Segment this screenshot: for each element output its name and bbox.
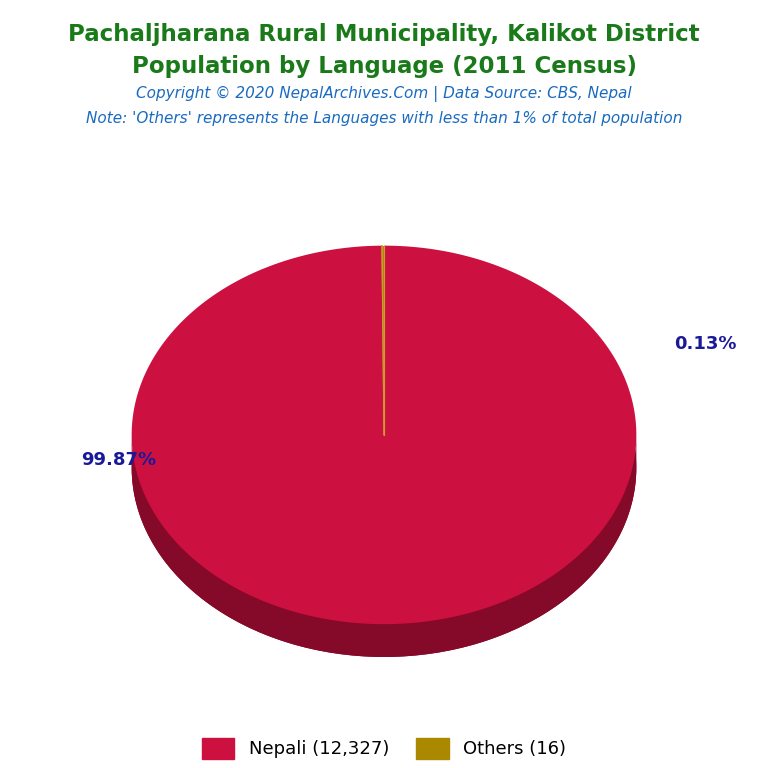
Polygon shape <box>382 246 384 435</box>
Text: 0.13%: 0.13% <box>674 335 737 353</box>
Text: Pachaljharana Rural Municipality, Kalikot District: Pachaljharana Rural Municipality, Kaliko… <box>68 23 700 46</box>
Polygon shape <box>131 246 637 624</box>
Text: Copyright © 2020 NepalArchives.Com | Data Source: CBS, Nepal: Copyright © 2020 NepalArchives.Com | Dat… <box>136 86 632 102</box>
Text: 99.87%: 99.87% <box>81 451 157 469</box>
Text: Note: 'Others' represents the Languages with less than 1% of total population: Note: 'Others' represents the Languages … <box>86 111 682 127</box>
Ellipse shape <box>131 279 637 657</box>
Polygon shape <box>131 435 637 657</box>
Text: Population by Language (2011 Census): Population by Language (2011 Census) <box>131 55 637 78</box>
Legend: Nepali (12,327), Others (16): Nepali (12,327), Others (16) <box>194 730 574 766</box>
